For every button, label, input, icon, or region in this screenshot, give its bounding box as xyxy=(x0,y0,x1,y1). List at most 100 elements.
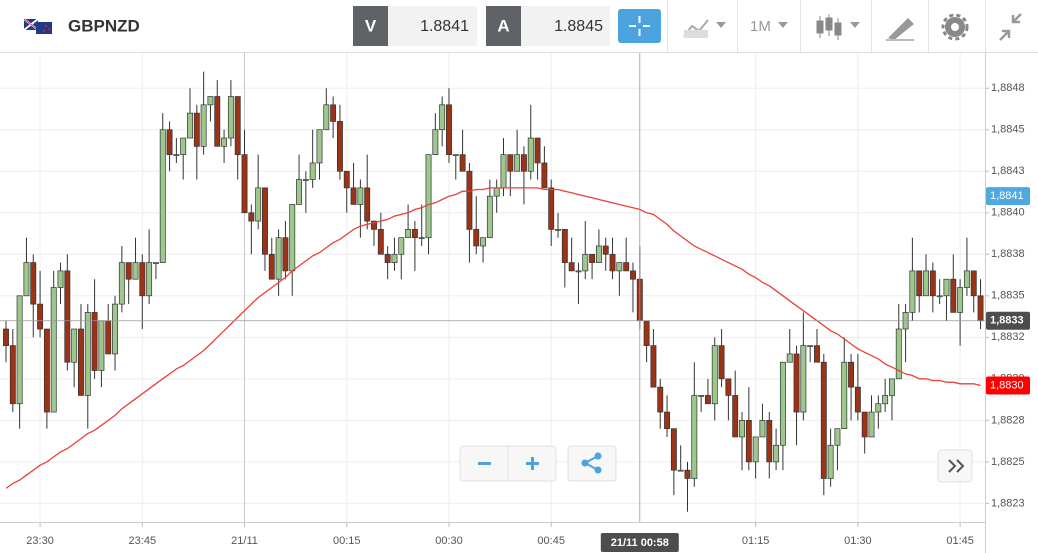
candle-body xyxy=(282,237,289,272)
candle-body xyxy=(650,345,657,388)
candle-body xyxy=(37,303,44,330)
candle-body xyxy=(336,121,343,172)
candle-body xyxy=(623,262,630,272)
candle-body xyxy=(691,395,698,479)
candle-body xyxy=(800,345,807,413)
candle-body xyxy=(234,96,241,155)
settings-button[interactable] xyxy=(941,13,969,41)
candle-body xyxy=(759,420,766,438)
candle-body xyxy=(350,187,357,205)
candle-body xyxy=(425,154,432,239)
candle-body xyxy=(377,229,384,255)
candle-type-button[interactable] xyxy=(816,14,860,40)
bid-price[interactable]: 1.8841 xyxy=(420,18,469,35)
candle-body xyxy=(895,328,902,380)
candle-body xyxy=(616,262,623,272)
candle-body xyxy=(241,154,248,214)
zoom-in-button[interactable] xyxy=(526,457,539,470)
candle-body xyxy=(555,229,561,231)
candle-body xyxy=(452,154,459,156)
candle-body xyxy=(725,378,732,396)
candle-body xyxy=(773,444,780,463)
y-tick-label: 1,8835 xyxy=(991,290,1025,302)
candle-body xyxy=(118,262,125,305)
candle-body xyxy=(248,212,255,222)
candle-body xyxy=(71,328,78,363)
candle-body xyxy=(752,436,759,463)
y-tick-label: 1,8825 xyxy=(991,456,1025,468)
candle-body xyxy=(296,179,302,205)
candle-body xyxy=(16,295,23,405)
candle-body xyxy=(187,112,193,139)
candle-body xyxy=(112,303,118,355)
candle-body xyxy=(473,229,480,247)
draw-button[interactable] xyxy=(886,18,914,41)
price-marker xyxy=(986,187,1030,206)
candle-body xyxy=(718,345,725,380)
crosshair-button[interactable] xyxy=(618,9,661,43)
candle-body xyxy=(23,262,30,297)
candle-body xyxy=(480,237,487,247)
timeframe-caret[interactable] xyxy=(778,22,788,28)
crosshair-y-box xyxy=(986,311,1030,330)
candle-body xyxy=(3,328,9,346)
x-tick-label: 01:45 xyxy=(946,535,974,547)
bid-label[interactable]: V xyxy=(365,16,377,35)
candle-body xyxy=(970,270,977,297)
y-tick-label: 1,8840 xyxy=(991,207,1025,219)
chart-type-button[interactable] xyxy=(683,19,726,38)
candle-body xyxy=(418,237,425,240)
candle-body xyxy=(568,262,575,272)
candle-body xyxy=(609,253,616,272)
candle-body xyxy=(64,270,71,363)
candle-body xyxy=(139,262,146,297)
candle-body xyxy=(227,96,234,139)
candle-body xyxy=(132,262,139,280)
candle-body xyxy=(923,270,929,297)
ask-box[interactable] xyxy=(521,6,610,46)
candle-body xyxy=(152,262,159,264)
candle-body xyxy=(459,154,466,172)
candle-body xyxy=(30,262,37,305)
ask-label[interactable]: A xyxy=(497,16,509,35)
candle-body xyxy=(670,428,677,471)
candle-body xyxy=(657,386,664,413)
crosshair-x-label: 21/11 00:58 xyxy=(611,537,669,549)
x-tick-label: 01:30 xyxy=(844,535,872,547)
candle-body xyxy=(514,154,521,172)
candle-body xyxy=(439,104,446,131)
share-button[interactable] xyxy=(567,445,617,482)
candle-body xyxy=(582,253,589,272)
candle-body xyxy=(330,104,337,122)
candle-body xyxy=(827,444,834,479)
candle-body xyxy=(221,137,228,147)
candle-body xyxy=(159,129,166,263)
y-tick-label: 1,8845 xyxy=(991,124,1025,136)
ask-price[interactable]: 1.8845 xyxy=(554,18,603,35)
candle-body xyxy=(882,395,889,405)
scroll-end-button[interactable] xyxy=(937,449,973,483)
shrink-button[interactable] xyxy=(999,13,1022,41)
x-tick-label: 00:15 xyxy=(333,535,361,547)
price-marker-label: 1,8830 xyxy=(990,379,1024,391)
bid-label-box[interactable] xyxy=(353,6,388,46)
candle-body xyxy=(541,162,548,189)
candle-body xyxy=(84,312,91,396)
candle-body xyxy=(643,320,650,346)
candle-body xyxy=(575,270,582,273)
timeframe[interactable]: 1M xyxy=(750,18,771,35)
bid-box[interactable] xyxy=(388,6,477,46)
candle-body xyxy=(929,270,936,297)
candle-body xyxy=(268,253,275,280)
candle-body xyxy=(493,187,500,197)
candle-body xyxy=(500,154,507,189)
candle-body xyxy=(125,262,132,280)
ask-label-box[interactable] xyxy=(486,6,521,46)
x-tick-label: 21/11 xyxy=(231,535,258,547)
candle-body xyxy=(214,96,221,147)
candle-body xyxy=(384,253,391,263)
candle-body xyxy=(207,96,214,106)
candle-body xyxy=(602,245,609,255)
y-tick-label: 1,8838 xyxy=(991,248,1025,260)
candle-body xyxy=(854,386,861,413)
